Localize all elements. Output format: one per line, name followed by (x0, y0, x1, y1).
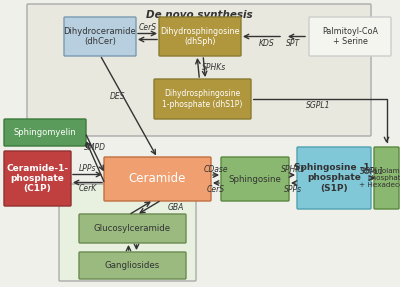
Text: SGPL1: SGPL1 (306, 102, 330, 110)
Text: CDase: CDase (204, 164, 228, 174)
Text: Gangliosides: Gangliosides (105, 261, 160, 270)
FancyBboxPatch shape (104, 157, 211, 201)
Text: CerS: CerS (207, 185, 225, 193)
Text: Ceramide-1-
phosphate
(C1P): Ceramide-1- phosphate (C1P) (6, 164, 68, 193)
FancyBboxPatch shape (221, 157, 289, 201)
Text: Dihydrosphingosine
(dhSph): Dihydrosphingosine (dhSph) (160, 27, 240, 46)
FancyBboxPatch shape (27, 4, 371, 136)
Text: DES: DES (110, 92, 126, 101)
Text: Dihydroceramide
(dhCer): Dihydroceramide (dhCer) (64, 27, 136, 46)
Text: CerK: CerK (78, 184, 97, 193)
FancyBboxPatch shape (59, 184, 196, 281)
FancyBboxPatch shape (4, 119, 86, 146)
FancyBboxPatch shape (79, 252, 186, 279)
FancyBboxPatch shape (159, 17, 241, 56)
Text: Ethanolamine
phosphate
+ Hexadecenal: Ethanolamine phosphate + Hexadecenal (359, 168, 400, 188)
Text: CerS: CerS (138, 23, 156, 32)
Text: LPPs: LPPs (79, 164, 96, 173)
FancyBboxPatch shape (64, 17, 136, 56)
FancyBboxPatch shape (309, 17, 391, 56)
Text: Ceramide: Ceramide (129, 172, 186, 185)
Text: SGPL1: SGPL1 (360, 166, 385, 175)
Text: Sphingosine: Sphingosine (228, 174, 282, 183)
Text: Salvage pathway: Salvage pathway (89, 268, 166, 277)
Text: SPPs: SPPs (284, 185, 302, 193)
Text: SPT: SPT (286, 39, 300, 48)
Text: GBA: GBA (167, 203, 184, 212)
Text: Glucosylceramide: Glucosylceramide (94, 224, 171, 233)
Text: Sphingosine -1-
phosphate
(S1P): Sphingosine -1- phosphate (S1P) (294, 163, 374, 193)
FancyBboxPatch shape (79, 214, 186, 243)
Text: De novo synthesis: De novo synthesis (146, 10, 252, 20)
Text: SMPD: SMPD (84, 143, 106, 152)
Text: Dihydrosphingosine
1-phosphate (dhS1P): Dihydrosphingosine 1-phosphate (dhS1P) (162, 89, 243, 109)
FancyBboxPatch shape (374, 147, 399, 209)
Text: KDS: KDS (259, 39, 275, 48)
FancyBboxPatch shape (4, 151, 71, 206)
Text: Palmitoyl-CoA
+ Serine: Palmitoyl-CoA + Serine (322, 27, 378, 46)
FancyBboxPatch shape (154, 79, 251, 119)
Text: SPHKs: SPHKs (202, 63, 226, 72)
Text: Sphingomyelin: Sphingomyelin (14, 128, 76, 137)
FancyBboxPatch shape (297, 147, 371, 209)
Text: SPHKs: SPHKs (281, 164, 305, 174)
